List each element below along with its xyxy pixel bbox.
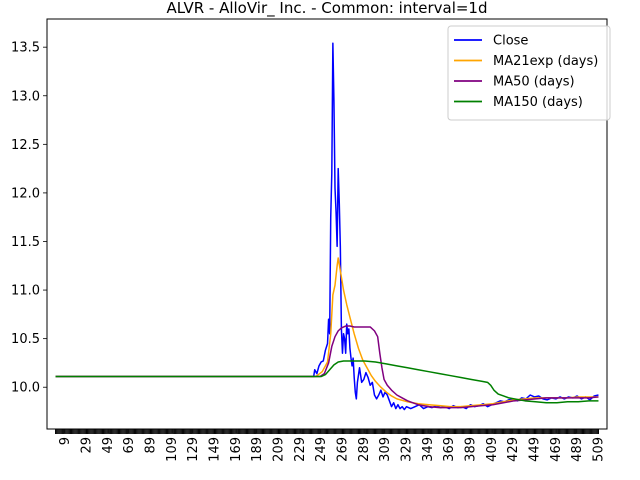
legend-label-1: MA21exp (days) [493, 54, 598, 69]
x-tick-label: 209 [271, 437, 286, 462]
y-tick-label: 12.5 [11, 138, 40, 153]
x-tick-label: 49 [101, 437, 116, 454]
x-tick-label: 389 [463, 437, 478, 462]
chart-title: ALVR - AlloVir_ Inc. - Common: interval=… [166, 0, 487, 18]
x-tick-label: 149 [207, 437, 222, 462]
series-group [55, 42, 599, 411]
x-tick-label: 129 [186, 437, 201, 462]
x-tick-label: 489 [570, 437, 585, 462]
x-tick-label: 509 [591, 437, 606, 462]
x-tick-label: 329 [399, 437, 414, 462]
y-tick-label: 10.5 [11, 332, 40, 347]
x-tick-label: 469 [549, 437, 564, 462]
x-tick-label: 9 [58, 437, 73, 445]
x-tick-label: 429 [506, 437, 521, 462]
x-tick-label: 309 [378, 437, 393, 462]
legend-label-3: MA150 (days) [493, 95, 583, 110]
x-tick-label: 369 [442, 437, 457, 462]
x-tick-label: 269 [335, 437, 350, 462]
y-tick-label: 11.5 [11, 235, 40, 250]
y-axis: 10.0 10.5 11.0 11.5 12.0 12.5 13.0 13.5 [11, 41, 47, 396]
x-tick-label: 69 [122, 437, 137, 454]
y-tick-label: 13.0 [11, 89, 40, 104]
legend: Close MA21exp (days) MA50 (days) MA150 (day… [447, 25, 611, 121]
x-tick-label: 169 [229, 437, 244, 462]
legend-label-0: Close [493, 34, 528, 49]
series-line-2 [55, 325, 599, 409]
x-tick-label: 349 [421, 437, 436, 462]
x-tick-label: 449 [527, 437, 542, 462]
x-tick-label: 29 [79, 437, 94, 454]
x-tick-label: 189 [250, 437, 265, 462]
legend-box [447, 25, 611, 121]
legend-label-2: MA50 (days) [493, 75, 575, 90]
x-tick-label: 249 [314, 437, 329, 462]
series-line-1 [55, 257, 599, 408]
x-tick-label: 89 [143, 437, 158, 454]
y-tick-label: 10.0 [11, 381, 40, 396]
y-tick-label: 12.0 [11, 186, 40, 201]
y-tick-label: 11.0 [11, 284, 40, 299]
x-tick-label: 229 [293, 437, 308, 462]
series-line-3 [55, 360, 599, 404]
x-axis: 9 29 49 69 89 109 129 149 169 189 209 229 249 269 289 3… [55, 429, 606, 462]
plot-area-frame [46, 18, 608, 430]
x-tick-label: 109 [165, 437, 180, 462]
y-tick-label: 13.5 [11, 41, 40, 56]
x-tick-label: 289 [357, 437, 372, 462]
x-tick-label: 409 [485, 437, 500, 462]
